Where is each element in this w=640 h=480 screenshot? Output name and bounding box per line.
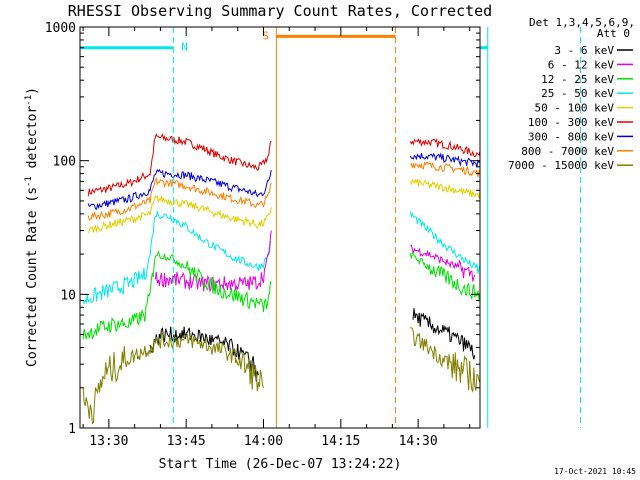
legend-entry-label-7: 800 - 7000 keV xyxy=(521,145,614,158)
series-8-segment-0 xyxy=(82,331,264,425)
x-tick-label: 14:00 xyxy=(244,434,283,449)
legend-header-line-2: Att 0 xyxy=(597,27,630,40)
y-tick-label: 10 xyxy=(60,288,76,303)
series-5-segment-0 xyxy=(154,230,272,293)
series-5-segment-2 xyxy=(501,377,542,420)
chart-title: RHESSI Observing Summary Count Rates, Co… xyxy=(68,2,492,20)
night-label: N xyxy=(181,41,188,54)
y-tick-label: 1 xyxy=(68,422,76,437)
series-7-segment-0 xyxy=(149,326,259,382)
y-tick-label: 1000 xyxy=(45,21,76,36)
series-8-segment-1 xyxy=(410,327,480,394)
series-2-segment-0 xyxy=(87,176,272,221)
x-axis-label: Start Time (26-Dec-07 13:24:22) xyxy=(159,457,402,472)
series-0-segment-1 xyxy=(409,138,480,158)
legend-entry-label-0: 3 - 6 keV xyxy=(554,44,614,57)
series-3-segment-0 xyxy=(87,194,272,234)
legend-entry-label-3: 25 - 50 keV xyxy=(541,87,614,100)
series-6-segment-0 xyxy=(82,250,272,340)
series-traces xyxy=(82,132,573,425)
saa-label: S xyxy=(262,29,269,42)
series-7-segment-1 xyxy=(412,308,476,360)
y-axis-label: Corrected Count Rate (s-1 detector-1) xyxy=(24,87,40,367)
series-1-segment-1 xyxy=(409,152,480,168)
legend-entry-label-6: 300 - 800 keV xyxy=(528,130,614,143)
legend-entry-label-4: 50 - 100 keV xyxy=(535,102,615,115)
legend-header-line-1: Det 1,3,4,5,6,9, xyxy=(529,16,635,29)
series-4-segment-1 xyxy=(409,211,480,274)
series-6-segment-1 xyxy=(409,252,480,300)
series-7-segment-2 xyxy=(501,380,573,416)
x-tick-label: 13:30 xyxy=(89,434,128,449)
series-1-segment-0 xyxy=(87,168,272,210)
series-0-segment-0 xyxy=(87,132,272,197)
series-3-segment-1 xyxy=(409,178,480,199)
plot-area: N S 1 10 100 1000 13:30 13:45 14:00 14:15 14:30 xyxy=(45,21,582,449)
legend-entry-label-2: 12 - 25 keV xyxy=(541,73,614,86)
series-4-segment-0 xyxy=(82,209,272,305)
x-tick-label: 14:30 xyxy=(399,434,438,449)
legend-entry-label-8: 7000 - 15000 keV xyxy=(508,159,614,172)
legend-entry-label-5: 100 - 300 keV xyxy=(528,116,614,129)
y-tick-label: 100 xyxy=(53,155,76,170)
x-tick-label: 13:45 xyxy=(167,434,206,449)
x-tick-label: 14:15 xyxy=(321,434,360,449)
footer-date: 17-Oct-2021 10:45 xyxy=(554,467,636,476)
series-2-segment-1 xyxy=(410,161,480,177)
legend-entry-label-1: 6 - 12 keV xyxy=(548,58,615,71)
series-5-segment-1 xyxy=(410,244,476,282)
plot-frame xyxy=(79,26,481,429)
